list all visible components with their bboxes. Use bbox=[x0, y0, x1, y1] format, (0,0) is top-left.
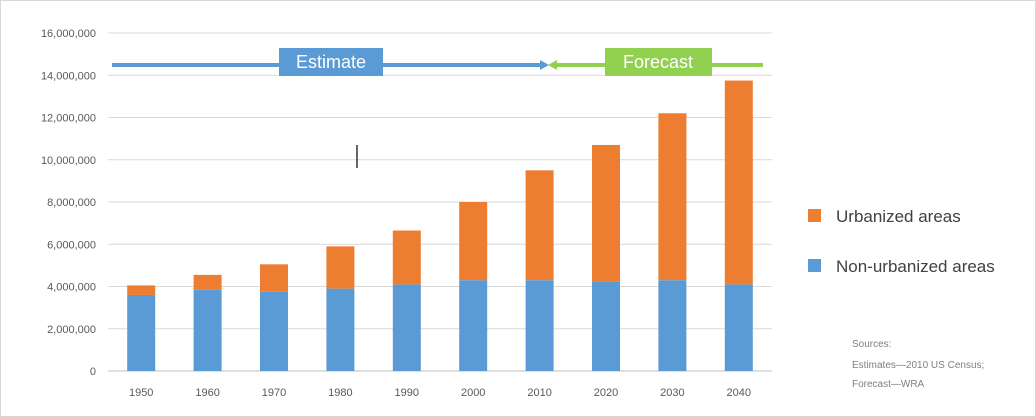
x-tick-label: 2000 bbox=[461, 387, 485, 399]
x-tick-label: 2010 bbox=[527, 387, 551, 399]
x-tick-label: 1980 bbox=[328, 387, 352, 399]
bar-non-urbanized-2030 bbox=[658, 280, 687, 371]
bar-urbanized-1950 bbox=[127, 285, 156, 295]
x-tick-label: 1990 bbox=[395, 387, 419, 399]
y-axis-ticks: 0 2,000,000 4,000,000 6,000,000 8,000,000 10,… bbox=[41, 28, 96, 378]
x-tick-label: 2020 bbox=[594, 387, 618, 399]
sources-heading: Sources: bbox=[852, 339, 891, 350]
bar-urbanized-1980 bbox=[326, 246, 355, 289]
y-tick-label: 6,000,000 bbox=[47, 239, 96, 251]
legend-swatch-non-urbanized bbox=[808, 259, 821, 272]
x-axis-ticks: 1950 1960 1970 1980 1990 2000 2010 2020 2030 2040 bbox=[129, 387, 751, 399]
legend: Urbanized areas Non-urbanized areas bbox=[808, 207, 995, 276]
y-tick-label: 4,000,000 bbox=[47, 282, 96, 294]
x-tick-label: 2040 bbox=[727, 387, 751, 399]
bar-non-urbanized-1980 bbox=[326, 288, 355, 371]
bar-non-urbanized-1970 bbox=[260, 291, 288, 371]
x-tick-label: 2030 bbox=[660, 387, 684, 399]
legend-label-urbanized: Urbanized areas bbox=[836, 207, 961, 226]
estimate-arrow: Estimate bbox=[112, 48, 549, 76]
bar-urbanized-1990 bbox=[392, 230, 421, 285]
sources-note: Sources: Estimates—2010 US Census; Forec… bbox=[852, 339, 984, 390]
sources-forecast: Forecast—WRA bbox=[852, 379, 925, 390]
bar-urbanized-2010 bbox=[525, 170, 554, 281]
bar-non-urbanized-1950 bbox=[127, 294, 156, 371]
bar-urbanized-2020 bbox=[592, 144, 620, 282]
bar-non-urbanized-2020 bbox=[592, 281, 620, 371]
bar-urbanized-1970 bbox=[260, 264, 288, 292]
forecast-arrow: Forecast bbox=[548, 48, 763, 76]
bar-urbanized-2000 bbox=[459, 202, 488, 281]
bar-urbanized-2030 bbox=[658, 113, 687, 281]
bar-non-urbanized-2000 bbox=[459, 280, 488, 371]
bar-urbanized-2040 bbox=[724, 80, 753, 285]
x-tick-label: 1950 bbox=[129, 387, 153, 399]
y-tick-label: 8,000,000 bbox=[47, 197, 96, 209]
forecast-label: Forecast bbox=[623, 52, 693, 72]
y-tick-label: 12,000,000 bbox=[41, 113, 96, 125]
estimate-label: Estimate bbox=[296, 52, 366, 72]
bar-non-urbanized-2040 bbox=[724, 284, 753, 371]
y-tick-label: 14,000,000 bbox=[41, 70, 96, 82]
y-tick-label: 2,000,000 bbox=[47, 324, 96, 336]
bar-non-urbanized-1960 bbox=[193, 289, 222, 371]
legend-swatch-urbanized bbox=[808, 209, 821, 222]
bar-urbanized-1960 bbox=[193, 274, 222, 290]
y-tick-label: 10,000,000 bbox=[41, 155, 96, 167]
y-tick-label: 0 bbox=[90, 366, 96, 378]
bar-non-urbanized-2010 bbox=[525, 280, 554, 371]
y-tick-label: 16,000,000 bbox=[41, 28, 96, 40]
x-tick-label: 1970 bbox=[262, 387, 286, 399]
x-tick-label: 1960 bbox=[195, 387, 219, 399]
bar-non-urbanized-1990 bbox=[392, 284, 421, 371]
bars bbox=[127, 80, 753, 371]
legend-label-non-urbanized: Non-urbanized areas bbox=[836, 257, 995, 276]
sources-estimates: Estimates—2010 US Census; bbox=[852, 360, 984, 371]
